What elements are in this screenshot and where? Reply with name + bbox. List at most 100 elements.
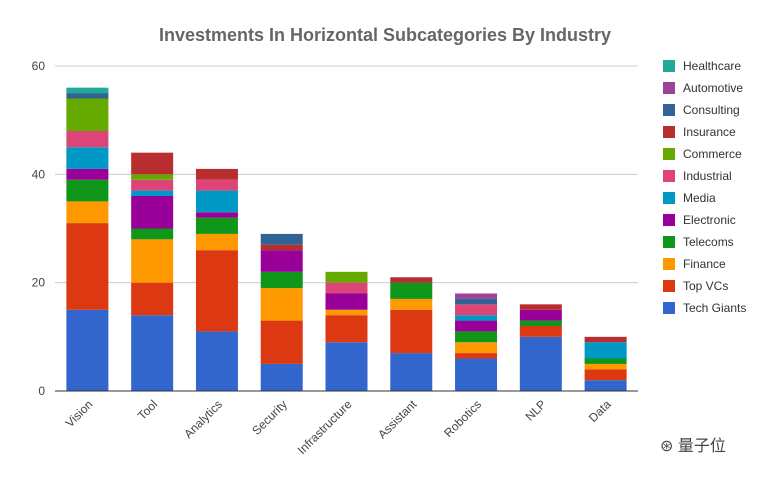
bar-segment-media: [195, 190, 238, 213]
bar-segment-finance: [390, 298, 433, 310]
bar-segment-insurance: [519, 304, 562, 310]
bar-segment-industrial: [325, 282, 368, 294]
bar-segment-tech-giants: [66, 309, 109, 391]
legend-label: Tech Giants: [683, 301, 746, 315]
bar-segment-tech-giants: [260, 363, 303, 391]
bar-segment-tech-giants: [131, 315, 174, 391]
legend-label: Telecoms: [683, 235, 734, 249]
legend-swatch: [663, 214, 675, 226]
legend-swatch: [663, 170, 675, 182]
bar-segment-automotive: [455, 293, 498, 299]
x-tick-label: Vision: [63, 397, 96, 430]
bar-segment-media: [584, 342, 627, 359]
x-tick-label: Analytics: [181, 397, 225, 441]
chart-title: Investments In Horizontal Subcategories …: [159, 25, 611, 45]
legend-swatch: [663, 258, 675, 270]
x-tick-label: Tool: [135, 397, 160, 422]
legend-label: Top VCs: [683, 279, 728, 293]
x-tick-label: Infrastructure: [295, 397, 355, 457]
legend-label: Consulting: [683, 103, 740, 117]
bar-segment-industrial: [131, 179, 174, 191]
bar-segment-finance: [584, 363, 627, 370]
y-tick-label: 20: [32, 276, 46, 290]
legend-swatch: [663, 302, 675, 314]
bar-segment-consulting: [455, 298, 498, 305]
bar-segment-top-vcs: [195, 250, 238, 332]
bar-segment-healthcare: [66, 87, 109, 94]
bar-segment-consulting: [260, 233, 303, 245]
watermark-text: 量子位: [677, 438, 726, 455]
bar-segment-electronic: [195, 212, 238, 218]
bar-segment-telecoms: [66, 179, 109, 202]
bar-segment-electronic: [519, 309, 562, 321]
legend-label: Media: [683, 191, 716, 205]
bar-segment-telecoms: [390, 282, 433, 299]
bar-segment-insurance: [390, 277, 433, 283]
bar-segment-top-vcs: [260, 320, 303, 364]
bar-segment-consulting: [66, 93, 109, 99]
legend-swatch: [663, 236, 675, 248]
bar-segment-tech-giants: [584, 380, 627, 391]
bar-segment-top-vcs: [455, 353, 498, 359]
bar-segment-top-vcs: [584, 369, 627, 381]
bar-segment-telecoms: [131, 228, 174, 240]
x-tick-label: Data: [586, 397, 614, 425]
x-tick-label: Robotics: [441, 397, 484, 440]
legend-label: Commerce: [683, 147, 742, 161]
bar-segment-industrial: [455, 304, 498, 316]
bar-segment-top-vcs: [131, 282, 174, 316]
legend-swatch: [663, 126, 675, 138]
bar-segment-electronic: [260, 250, 303, 272]
bar-segment-top-vcs: [325, 315, 368, 343]
bar-segment-electronic: [66, 168, 109, 180]
bar-segment-insurance: [260, 244, 303, 251]
legend-label: Insurance: [683, 125, 736, 139]
wechat-icon: ⊛: [660, 438, 678, 455]
watermark: ⊛ 量子位: [660, 432, 726, 456]
x-tick-label: Security: [249, 397, 290, 438]
bar-segment-telecoms: [584, 358, 627, 364]
legend-swatch: [663, 82, 675, 94]
bar-segment-media: [131, 190, 174, 196]
bar-segment-industrial: [195, 179, 238, 191]
bar-segment-insurance: [195, 168, 238, 180]
legend-swatch: [663, 280, 675, 292]
bar-segment-electronic: [131, 196, 174, 229]
bar-segment-telecoms: [519, 320, 562, 326]
bar-segment-electronic: [325, 293, 368, 310]
legend-label: Finance: [683, 257, 726, 271]
bar-segment-industrial: [66, 131, 109, 148]
bar-segment-finance: [455, 342, 498, 354]
bar-segment-finance: [195, 233, 238, 251]
bar-segment-finance: [260, 288, 303, 321]
y-tick-label: 60: [32, 59, 46, 73]
bar-segment-insurance: [584, 336, 627, 343]
bar-segment-electronic: [455, 320, 498, 332]
bar-segment-commerce: [325, 271, 368, 283]
bar-segment-commerce: [66, 98, 109, 131]
legend-swatch: [663, 192, 675, 204]
bar-segment-tech-giants: [325, 342, 368, 391]
legend-label: Industrial: [683, 169, 732, 183]
bar-segment-commerce: [131, 174, 174, 180]
bar-segment-top-vcs: [519, 326, 562, 337]
bar-segment-media: [455, 315, 498, 321]
bar-segment-finance: [131, 239, 174, 283]
bar-segment-tech-giants: [519, 336, 562, 391]
legend-label: Electronic: [683, 213, 736, 227]
bar-segment-finance: [66, 201, 109, 224]
bar-segment-finance: [325, 309, 368, 316]
bar-segment-insurance: [131, 152, 174, 175]
bar-segment-telecoms: [455, 331, 498, 343]
legend-swatch: [663, 60, 675, 72]
x-tick-label: NLP: [523, 397, 549, 423]
legend-swatch: [663, 104, 675, 116]
y-tick-label: 0: [38, 384, 45, 398]
legend-swatch: [663, 148, 675, 160]
bar-segment-top-vcs: [390, 309, 433, 354]
bar-segment-top-vcs: [66, 223, 109, 310]
legend-label: Healthcare: [683, 59, 741, 73]
bar-segment-telecoms: [260, 271, 303, 289]
